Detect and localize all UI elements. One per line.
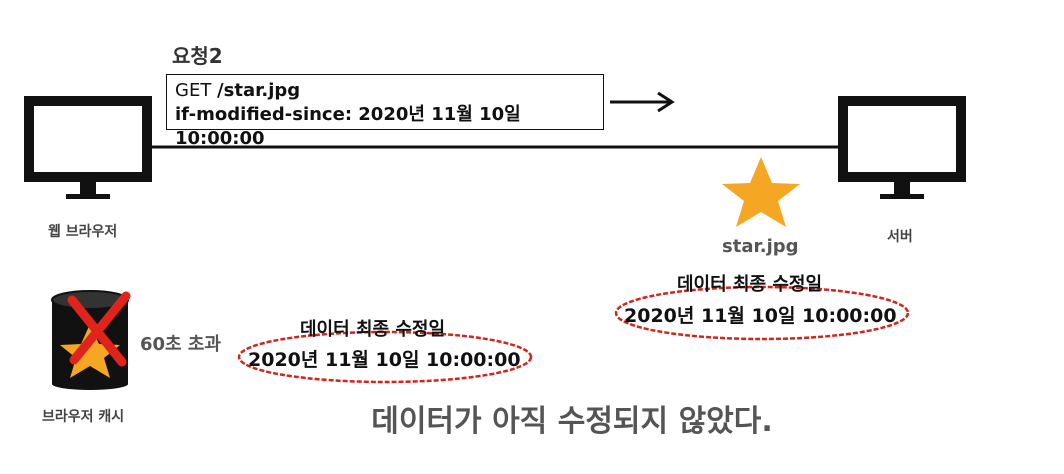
cache-meta-date: 2020년 11월 10일 10:00:00 xyxy=(248,349,521,371)
server-meta-date: 2020년 11월 10일 10:00:00 xyxy=(624,305,897,327)
cache-label: 브라우저 캐시 xyxy=(42,409,125,425)
client-monitor-icon xyxy=(24,96,152,199)
server-resource-name: star.jpg xyxy=(722,236,799,257)
request-message-box: GET /star.jpg if-modified-since: 2020년 1… xyxy=(166,74,604,149)
request-method: GET xyxy=(175,80,218,101)
cache-elapsed: 60초 초과 xyxy=(140,334,221,355)
star-icon xyxy=(722,157,800,227)
request-path: /star.jpg xyxy=(217,80,301,101)
request-header-line: if-modified-since: 2020년 11월 10일 10:00:0… xyxy=(175,104,521,149)
cache-meta-label: 데이터 최종 수정일 xyxy=(300,319,446,340)
server-monitor-icon xyxy=(838,96,966,199)
client-label: 웹 브라우저 xyxy=(48,224,118,240)
cached-star-icon xyxy=(60,324,120,378)
invalid-cross-icon xyxy=(67,291,131,367)
server-label: 서버 xyxy=(887,229,913,245)
cache-date-highlight xyxy=(237,330,533,384)
footer-message: 데이터가 아직 수정되지 않았다. xyxy=(371,404,773,439)
request-title: 요청2 xyxy=(172,44,223,68)
arrow-right-icon xyxy=(610,91,675,113)
server-date-highlight xyxy=(614,285,910,341)
server-meta-label: 데이터 최종 수정일 xyxy=(677,274,823,295)
